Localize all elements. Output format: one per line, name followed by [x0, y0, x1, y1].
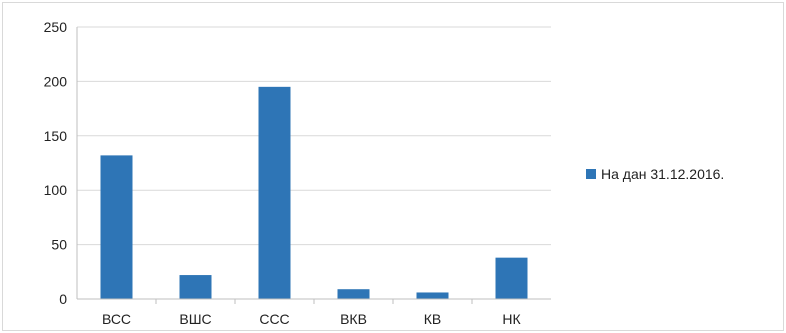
y-tick-label: 50: [51, 237, 67, 253]
y-tick-label: 200: [44, 73, 68, 89]
x-axis: ВСС ВШС ССС ВКВ КВ НК: [77, 298, 551, 327]
bars: [100, 86, 528, 299]
x-category-label: ВСС: [102, 311, 131, 327]
x-category-label: КВ: [424, 311, 442, 327]
bar-2: [179, 275, 212, 299]
bar-3: [258, 86, 291, 299]
y-tick-label: 100: [44, 182, 68, 198]
x-category-label: ВШС: [179, 311, 211, 327]
x-category-label: ССС: [259, 311, 289, 327]
bar-4: [337, 289, 370, 299]
y-tick-label: 150: [44, 128, 68, 144]
bar-1: [100, 155, 133, 299]
legend-swatch: [586, 169, 596, 179]
y-axis: 0 50 100 150 200 250: [44, 19, 78, 307]
legend: На дан 31.12.2016.: [586, 166, 724, 182]
legend-label: На дан 31.12.2016.: [601, 166, 724, 182]
y-tick-label: 0: [59, 291, 67, 307]
bar-5: [416, 292, 449, 299]
gridlines: [77, 26, 551, 300]
x-category-label: НК: [502, 311, 521, 327]
bar-6: [495, 257, 528, 299]
x-category-label: ВКВ: [340, 311, 367, 327]
bar-chart: 0 50 100 150 200 250 ВСС ВШС ССС ВКВ КВ НК На дан …: [44, 19, 725, 327]
y-tick-label: 250: [44, 19, 68, 35]
